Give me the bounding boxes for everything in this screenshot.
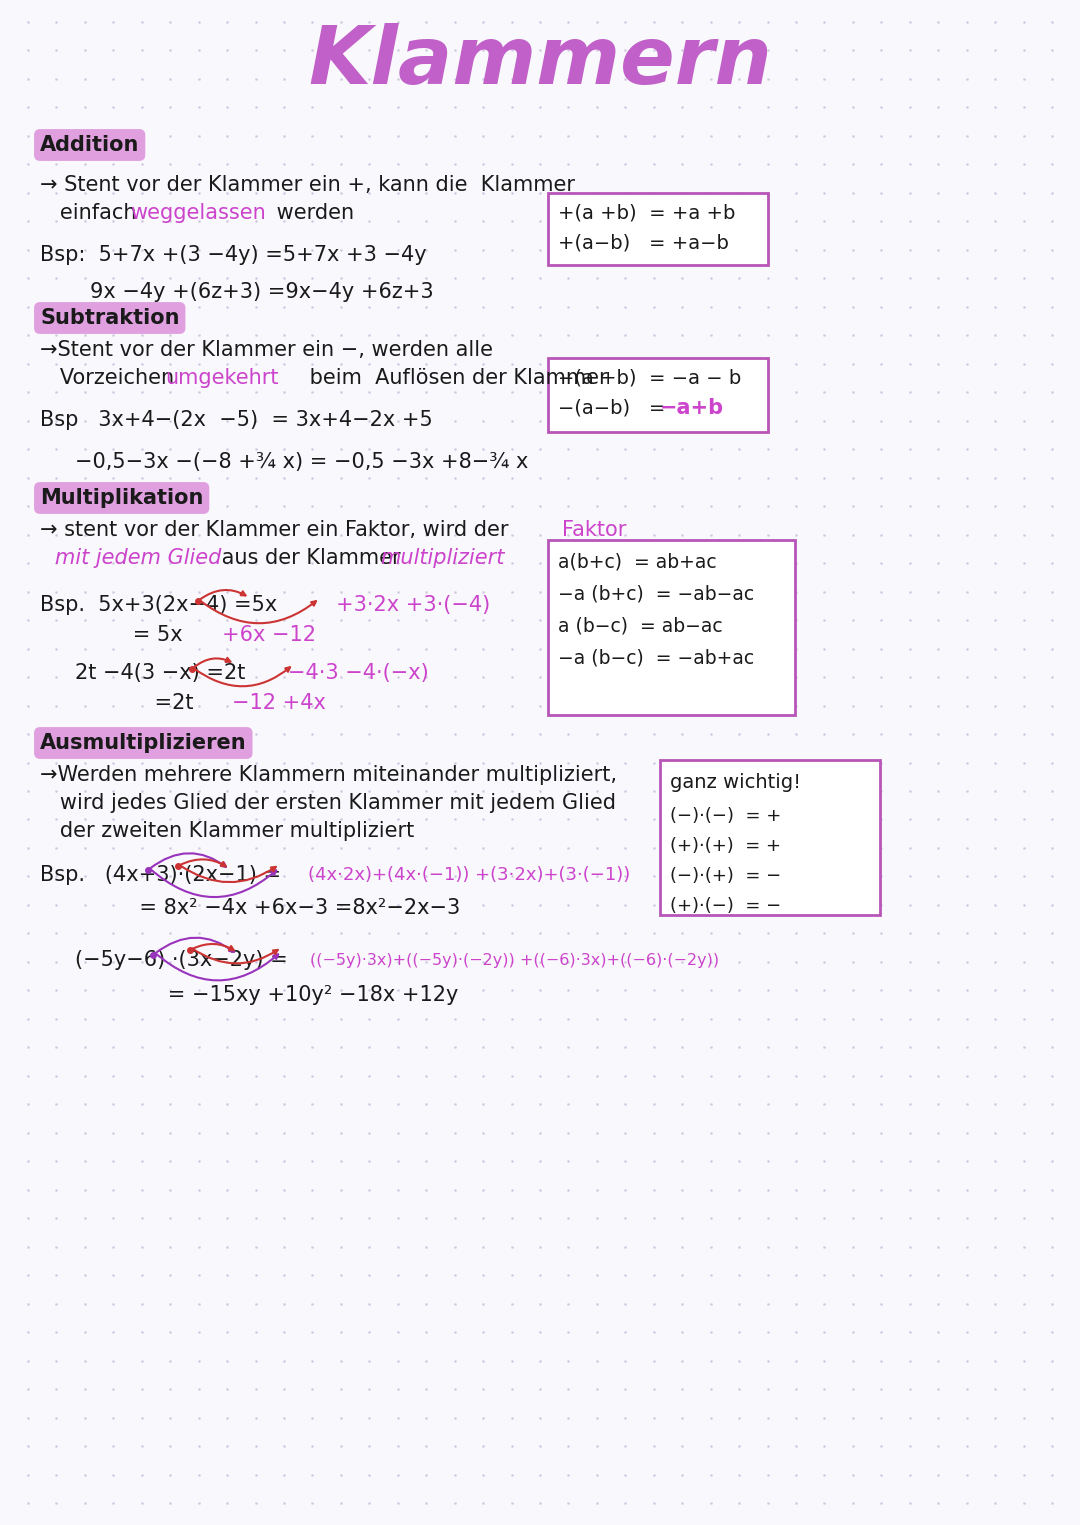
Text: Klammern: Klammern [308,23,772,101]
Text: beim  Auflösen der Klammer: beim Auflösen der Klammer [303,368,608,387]
FancyArrowPatch shape [150,869,276,897]
Text: −12 +4x: −12 +4x [232,692,326,714]
Text: ((−5y)·3x)+((−5y)·(−2y)) +((−6)·3x)+((−6)·(−2y)): ((−5y)·3x)+((−5y)·(−2y)) +((−6)·3x)+((−6… [310,953,719,967]
Text: −a (b−c)  = −ab+ac: −a (b−c) = −ab+ac [558,648,754,668]
Text: multipliziert: multipliziert [380,547,504,567]
FancyBboxPatch shape [660,759,880,915]
Text: (−)·(+)  = −: (−)·(+) = − [670,868,781,884]
FancyBboxPatch shape [548,540,795,715]
FancyArrowPatch shape [180,860,226,866]
Text: umgekehrt: umgekehrt [165,368,279,387]
Text: Bsp.  5x+3(2x−4) =5x: Bsp. 5x+3(2x−4) =5x [40,595,284,615]
Text: +(a +b)  = +a +b: +(a +b) = +a +b [558,203,735,223]
FancyArrowPatch shape [156,953,279,981]
Text: Bsp:  5+7x +(3 −4y) =5+7x +3 −4y: Bsp: 5+7x +(3 −4y) =5+7x +3 −4y [40,246,427,265]
Text: −a+b: −a+b [660,398,724,418]
Text: (4x·2x)+(4x·(−1)) +(3·2x)+(3·(−1)): (4x·2x)+(4x·(−1)) +(3·2x)+(3·(−1)) [308,866,631,884]
FancyArrowPatch shape [192,949,278,964]
Text: =2t: =2t [75,692,200,714]
Text: der zweiten Klammer multipliziert: der zweiten Klammer multipliziert [40,820,415,840]
Text: →Stent vor der Klammer ein −, werden alle: →Stent vor der Klammer ein −, werden all… [40,340,492,360]
FancyBboxPatch shape [548,194,768,265]
Text: Subtraktion: Subtraktion [40,308,179,328]
Text: mit jedem Glied: mit jedem Glied [55,547,221,567]
Text: Addition: Addition [40,136,139,156]
Text: ganz wichtig!: ganz wichtig! [670,773,801,791]
Text: wird jedes Glied der ersten Klammer mit jedem Glied: wird jedes Glied der ersten Klammer mit … [40,793,616,813]
Text: −(a−b)   =: −(a−b) = [558,398,672,418]
Text: a(b+c)  = ab+ac: a(b+c) = ab+ac [558,552,717,572]
Text: 2t −4(3 −x) =2t: 2t −4(3 −x) =2t [75,663,252,683]
Text: +6x −12: +6x −12 [222,625,316,645]
Text: +(a−b)   = +a−b: +(a−b) = +a−b [558,233,729,253]
FancyArrowPatch shape [150,854,226,868]
Text: Faktor: Faktor [562,520,626,540]
Text: Bsp.   (4x+3)·(2x−1) =: Bsp. (4x+3)·(2x−1) = [40,865,287,884]
Text: → stent vor der Klammer ein Faktor, wird der: → stent vor der Klammer ein Faktor, wird… [40,520,515,540]
FancyArrowPatch shape [194,657,230,668]
Text: aus der Klammer: aus der Klammer [215,547,407,567]
Text: Ausmultiplizieren: Ausmultiplizieren [40,734,246,753]
Text: →Werden mehrere Klammern miteinander multipliziert,: →Werden mehrere Klammern miteinander mul… [40,766,617,785]
Text: weggelassen: weggelassen [130,203,266,223]
FancyArrowPatch shape [194,668,291,686]
Text: = 8x² −4x +6x−3 =8x²−2x−3: = 8x² −4x +6x−3 =8x²−2x−3 [40,898,460,918]
Text: +3·2x +3·(−4): +3·2x +3·(−4) [336,595,490,615]
FancyBboxPatch shape [548,358,768,432]
Text: −a (b+c)  = −ab−ac: −a (b+c) = −ab−ac [558,584,754,604]
Text: (+)·(+)  = +: (+)·(+) = + [670,837,781,856]
Text: (+)·(−)  = −: (+)·(−) = − [670,897,781,915]
Text: → Stent vor der Klammer ein +, kann die  Klammer: → Stent vor der Klammer ein +, kann die … [40,175,575,195]
Text: 9x −4y +(6z+3) =9x−4y +6z+3: 9x −4y +(6z+3) =9x−4y +6z+3 [90,282,434,302]
FancyArrowPatch shape [200,601,316,624]
Text: −4·3 −4·(−x): −4·3 −4·(−x) [288,663,429,683]
Text: (−5y−6) ·(3x−2y) =: (−5y−6) ·(3x−2y) = [75,950,295,970]
FancyArrowPatch shape [192,944,233,950]
Text: (−)·(−)  = +: (−)·(−) = + [670,807,781,825]
Text: Multiplikation: Multiplikation [40,488,203,508]
FancyArrowPatch shape [200,590,245,599]
Text: werden: werden [270,203,354,223]
FancyArrowPatch shape [156,938,234,953]
Text: = 5x: = 5x [40,625,189,645]
Text: −0,5−3x −(−8 +¾ x) = −0,5 −3x +8−¾ x: −0,5−3x −(−8 +¾ x) = −0,5 −3x +8−¾ x [75,451,528,473]
Text: einfach: einfach [40,203,144,223]
Text: Bsp   3x+4−(2x  −5)  = 3x+4−2x +5: Bsp 3x+4−(2x −5) = 3x+4−2x +5 [40,410,433,430]
FancyArrowPatch shape [180,866,275,881]
Text: = −15xy +10y² −18x +12y: = −15xy +10y² −18x +12y [75,985,458,1005]
Text: −(a +b)  = −a − b: −(a +b) = −a − b [558,369,741,387]
Text: Vorzeichen: Vorzeichen [40,368,180,387]
Text: a (b−c)  = ab−ac: a (b−c) = ab−ac [558,616,723,636]
